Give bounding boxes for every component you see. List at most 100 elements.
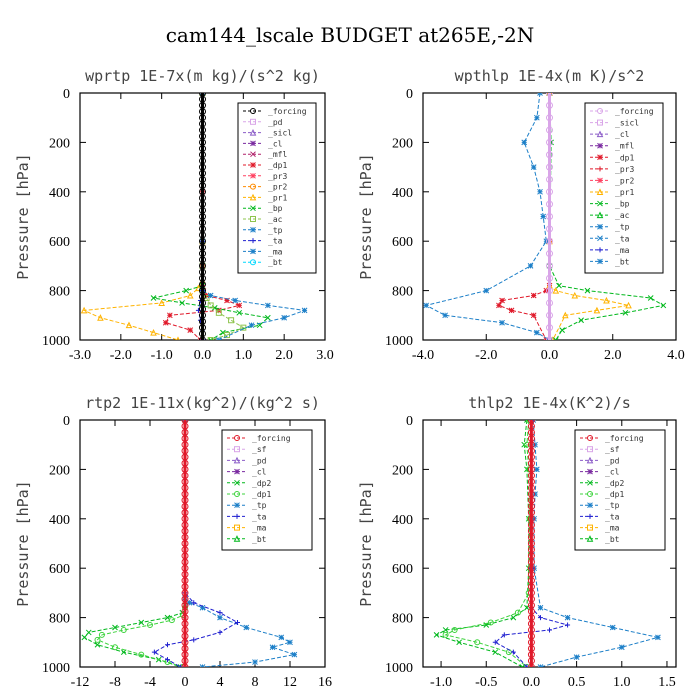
legend-item: _ma xyxy=(590,246,630,255)
y-tick-label: 0 xyxy=(406,414,413,429)
legend-label: _ac xyxy=(615,211,630,220)
legend-label: _ma xyxy=(615,246,630,255)
series-line-bp xyxy=(548,93,665,340)
legend-label: _cl xyxy=(268,139,283,148)
plot-frame xyxy=(422,419,677,668)
y-tick-label: 800 xyxy=(392,612,413,627)
series-line-bp xyxy=(153,93,269,340)
legend-label: _ac xyxy=(268,215,283,224)
legend-item: _pr3 xyxy=(590,165,634,174)
y-tick-label: 400 xyxy=(49,513,70,528)
legend-label: _pr2 xyxy=(615,176,634,185)
legend-item: _cl xyxy=(227,468,267,477)
y-tick-label: 0 xyxy=(63,87,70,102)
x-tick-label: 0.0 xyxy=(194,348,212,363)
legend-label: _pr3 xyxy=(615,165,634,174)
series-line-ta xyxy=(494,420,570,667)
legend-item: _sicl xyxy=(243,129,292,138)
legend-item: _pr2 xyxy=(590,176,634,185)
chart-panel-1: wprtp 1E-7x(m kg)/(s^2 kg) Pressure [hPa]… xyxy=(14,67,334,363)
legend-label: _cl xyxy=(605,468,620,477)
series-markers-dp2 xyxy=(433,420,532,667)
legend-label: _tp xyxy=(615,223,630,232)
y-tick-label: 400 xyxy=(392,186,413,201)
legend-label: _pr3 xyxy=(268,172,287,181)
legend-item: _forcing xyxy=(243,107,307,116)
x-tick-label: -8 xyxy=(109,675,121,690)
legend-item: _forcing xyxy=(580,434,644,443)
legend-label: _pr1 xyxy=(615,188,634,197)
y-tick-label: 600 xyxy=(392,562,413,577)
y-tick-label: 600 xyxy=(392,235,413,250)
series-group xyxy=(81,420,298,667)
legend-item: _pr2 xyxy=(243,183,287,192)
legend-label: _cl xyxy=(252,468,267,477)
chart-panel-2: wpthlp 1E-4x(m K)/s^2 Pressure [hPa] -4.0 -… xyxy=(357,67,685,363)
legend-item: _tp xyxy=(590,223,630,232)
legend-item: _dp2 xyxy=(580,479,624,488)
legend-item: _pd xyxy=(243,118,283,127)
y-tick-label: 1000 xyxy=(42,661,70,676)
legend-item: _bt xyxy=(580,535,620,544)
legend-item: _dp1 xyxy=(227,490,271,499)
legend-item: _sicl xyxy=(590,119,639,128)
legend-label: _sicl xyxy=(615,119,639,128)
legend-item: _bt xyxy=(590,257,630,266)
x-tick-label: -3.0 xyxy=(69,348,91,363)
series-line-pr1 xyxy=(82,93,203,340)
legend-label: _dp2 xyxy=(605,479,624,488)
legend-item: _bt xyxy=(227,535,267,544)
legend-label: _sf xyxy=(252,445,267,454)
legend-label: _dp1 xyxy=(605,490,624,499)
x-tick-label: -1.0 xyxy=(430,675,452,690)
legend-box xyxy=(584,102,664,274)
y-tick-label: 200 xyxy=(49,463,70,478)
x-tick-label: -0.5 xyxy=(475,675,497,690)
legend-label: _dp1 xyxy=(615,153,634,162)
x-tick-label: -4 xyxy=(144,675,156,690)
y-axis-label: Pressure [hPa] xyxy=(14,480,32,606)
legend-label: _ma xyxy=(268,247,283,256)
legend-label: _ta xyxy=(605,512,620,521)
y-tick-label: 600 xyxy=(49,562,70,577)
x-tick-label: 1.0 xyxy=(235,348,253,363)
legend-item: _bt xyxy=(243,258,283,267)
y-tick-label: 200 xyxy=(392,136,413,151)
y-tick-label: 1000 xyxy=(385,661,413,676)
legend-label: _cl xyxy=(615,130,630,139)
legend-label: _tp xyxy=(605,501,620,510)
legend-item: _tp xyxy=(243,226,283,235)
legend-label: _bt xyxy=(605,535,620,544)
legend-label: _bt xyxy=(268,258,283,267)
legend-label: _ma xyxy=(605,524,620,533)
legend-label: _mfl xyxy=(615,142,634,151)
legend-label: _forcing xyxy=(605,434,644,443)
legend-item: _pr3 xyxy=(243,172,287,181)
series-markers-forcing xyxy=(181,420,189,667)
x-tick-label: 16 xyxy=(318,675,332,690)
series-line-tp xyxy=(202,93,305,340)
x-tick-label: 4.0 xyxy=(667,348,685,363)
legend: _forcing _sicl _cl _mfl _dp1 _pr3 _pr2 _pr1 _bp _… xyxy=(584,102,664,274)
x-tick-label: -12 xyxy=(71,675,90,690)
panel-title: wpthlp 1E-4x(m K)/s^2 xyxy=(455,67,645,85)
chart-panel-4: thlp2 1E-4x(K^2)/s Pressure [hPa] -1.0 -0.5… xyxy=(357,394,677,690)
legend-label: _pr2 xyxy=(268,183,287,192)
legend-item: _mfl xyxy=(590,142,634,151)
x-tick-label: -2.0 xyxy=(110,348,132,363)
legend-label: _bt xyxy=(615,257,630,266)
legend-label: _pd xyxy=(605,456,620,465)
series-markers-forcing xyxy=(546,93,553,340)
x-tick-label: 2.0 xyxy=(275,348,293,363)
series-line-tp xyxy=(424,93,550,340)
series-group xyxy=(80,93,308,340)
legend: _forcing _sf _pd _cl _dp2 _dp1 _tp _ta _ma _bt xyxy=(221,429,313,551)
legend-item: _ma xyxy=(243,247,283,256)
series-markers-forcing xyxy=(527,420,535,667)
legend-label: _ta xyxy=(615,234,630,243)
y-tick-label: 200 xyxy=(49,136,70,151)
panel-title: rtp2 1E-11x(kg^2)/(kg^2 s) xyxy=(85,394,320,412)
series-group xyxy=(423,93,667,340)
x-tick-label: -2.0 xyxy=(475,348,497,363)
legend: _forcing _pd _sicl_cl _mfl _dp1 _pr3 _pr2_pr1 _… xyxy=(237,102,317,274)
